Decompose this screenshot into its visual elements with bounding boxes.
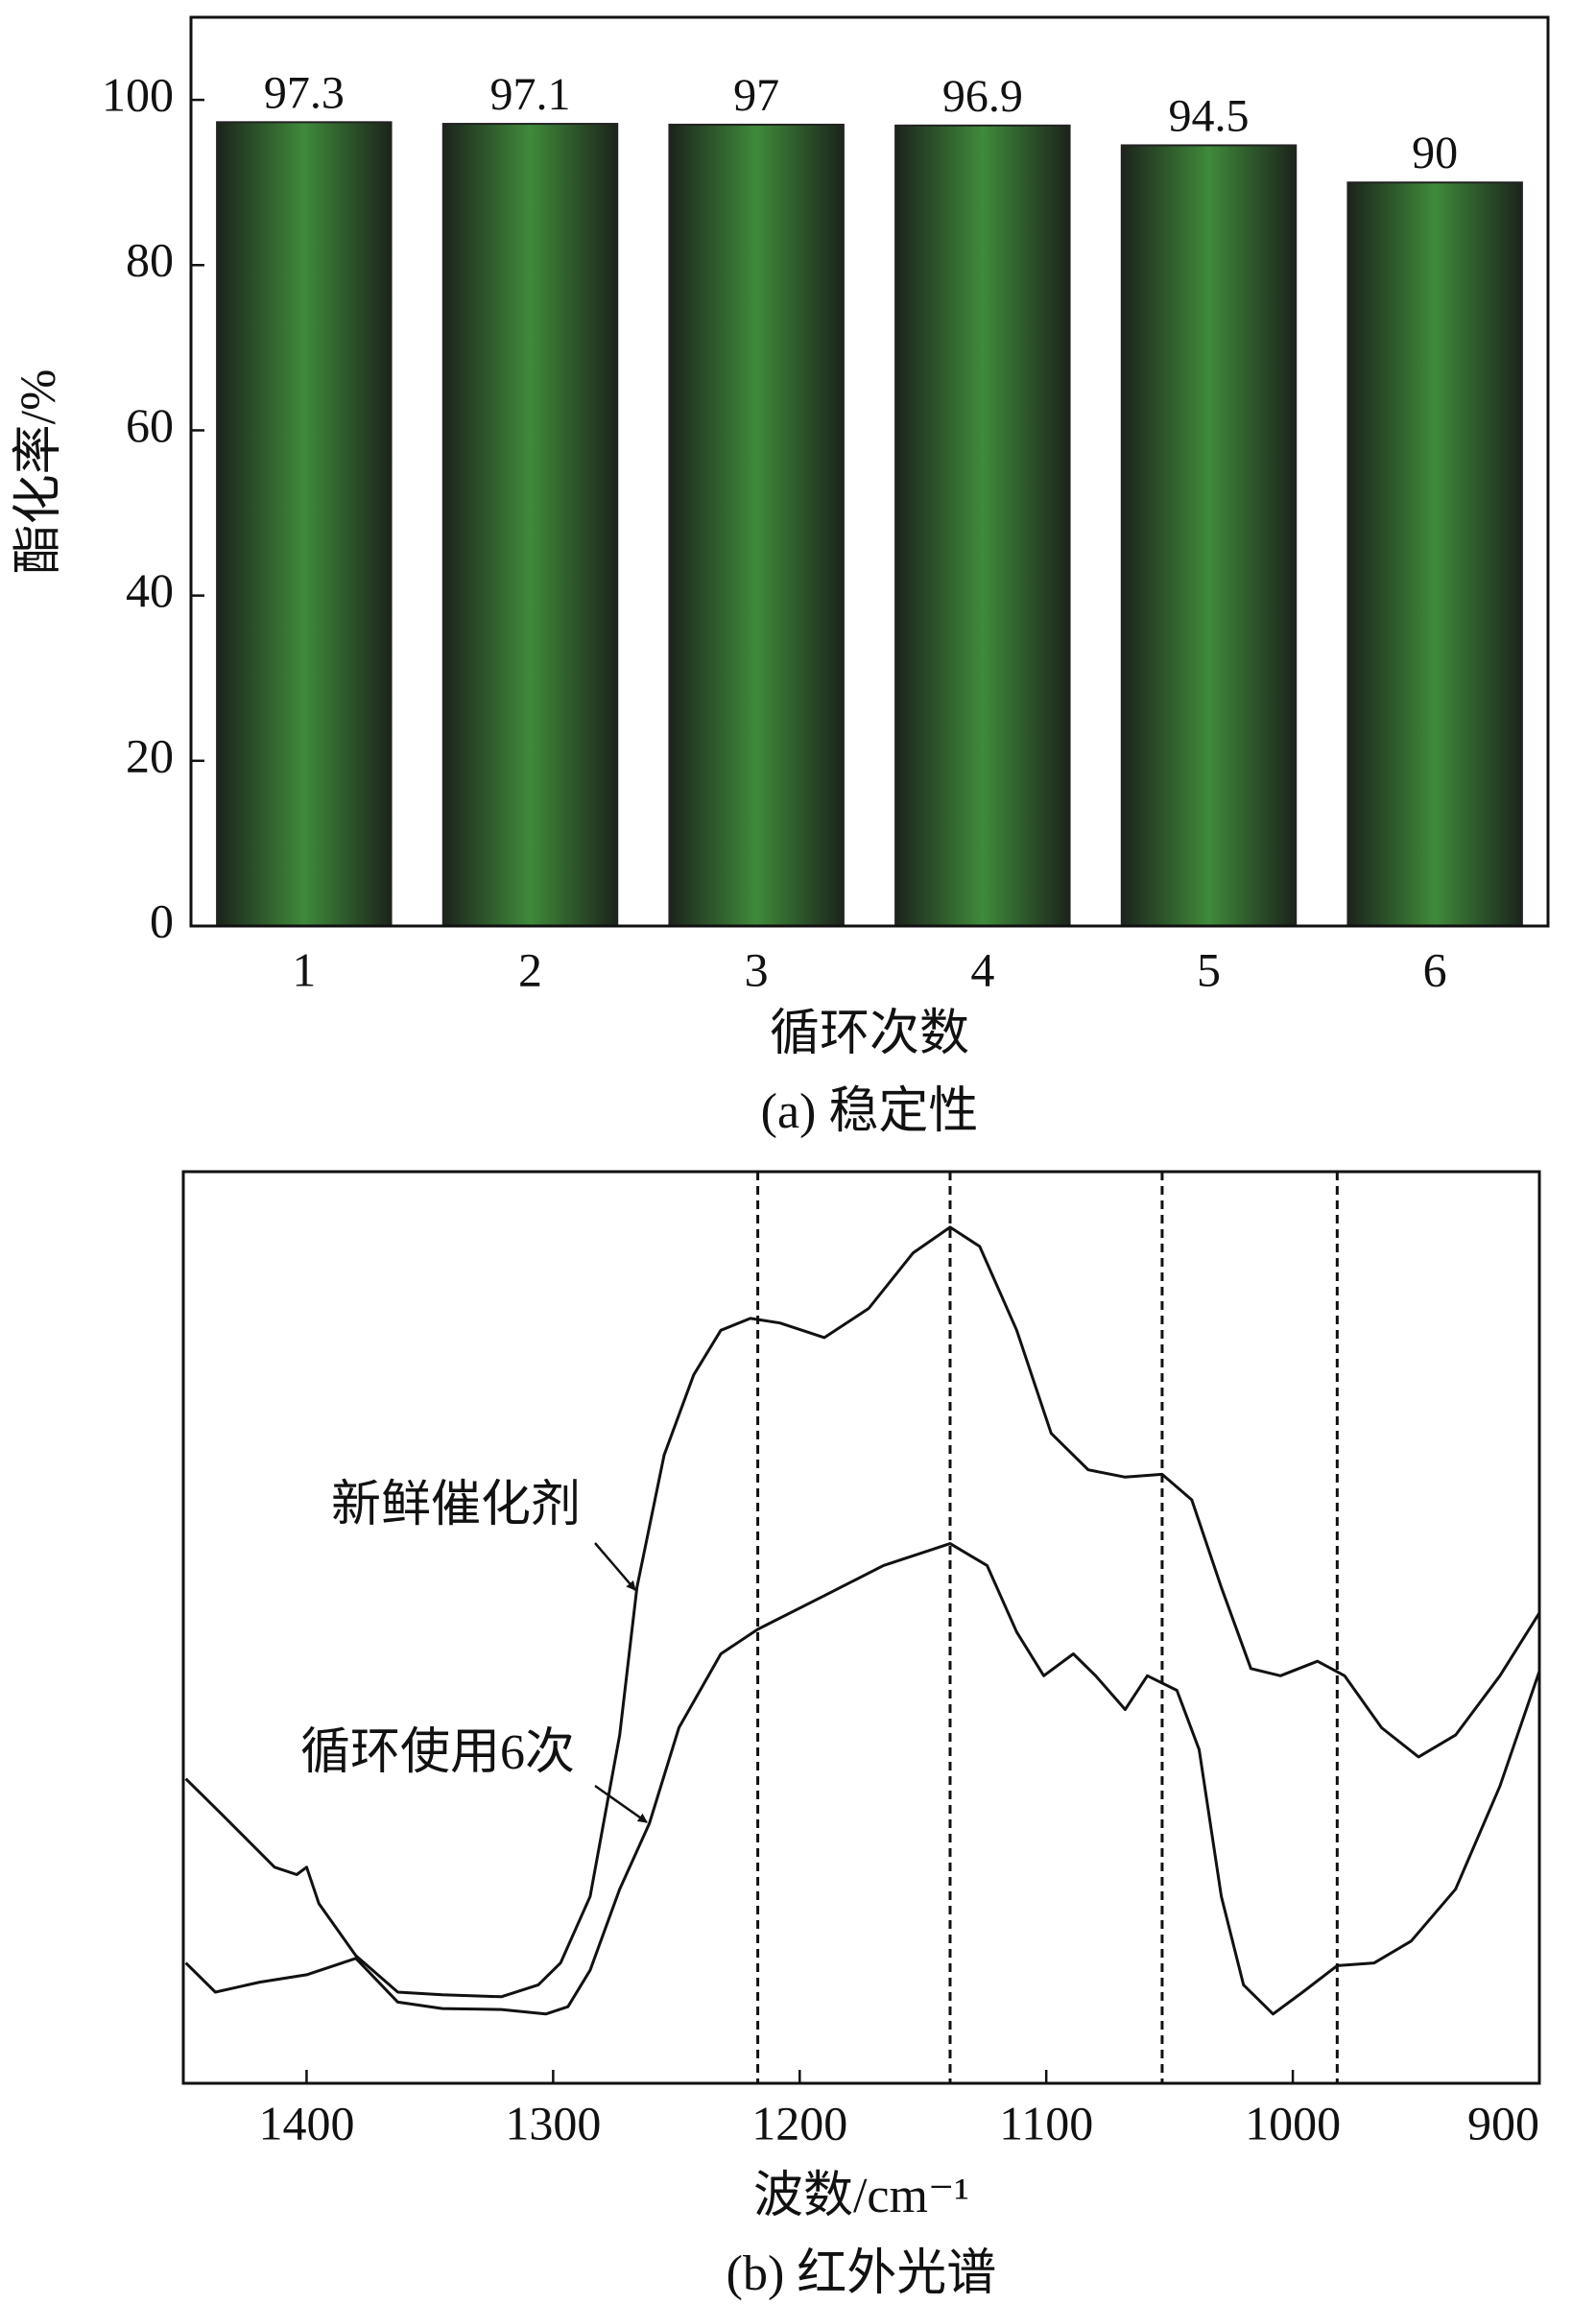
y-tick-label: 0: [150, 893, 174, 947]
spectrum-line: [184, 1542, 1541, 2016]
caption: (b) 红外光谱: [727, 2246, 997, 2301]
value-label: 97.1: [490, 69, 571, 120]
caption: (a) 稳定性: [761, 1084, 979, 1139]
y-tick-label: 20: [126, 728, 174, 782]
y-axis-label: 酯化率/%: [12, 369, 66, 575]
x-tick-label: 1000: [1245, 2096, 1341, 2150]
value-label: 97.3: [264, 67, 345, 118]
label-arrow: [594, 1784, 648, 1824]
y-tick-label: 60: [126, 398, 174, 452]
x-tick-label: 1100: [999, 2096, 1093, 2150]
value-label: 96.9: [942, 71, 1023, 122]
x-tick-label: 4: [970, 942, 994, 996]
y-tick-label: 80: [126, 233, 174, 287]
y-tick-label: 40: [126, 563, 174, 617]
x-tick-label: 5: [1197, 942, 1221, 996]
x-tick-label: 2: [518, 942, 542, 996]
series-label: 新鲜催化剂: [331, 1478, 581, 1532]
x-axis-label: 循环次数: [770, 1007, 969, 1061]
value-label: 97: [733, 70, 779, 121]
x-tick-label: 900: [1467, 2096, 1539, 2150]
x-tick-label: 1300: [505, 2096, 601, 2150]
bar: [668, 123, 845, 928]
x-tick-label: 1400: [258, 2096, 354, 2150]
bar: [441, 123, 619, 928]
y-tick-label: 100: [102, 68, 174, 122]
x-tick-label: 3: [745, 942, 769, 996]
label-arrow: [594, 1542, 636, 1591]
x-axis-label: 波数/cm⁻¹: [753, 2169, 969, 2223]
plot-frame: [181, 1170, 1541, 2085]
series-label: 循环使用6次: [300, 1725, 575, 1780]
plot-frame: [189, 15, 1550, 928]
x-tick-label: 1: [292, 942, 316, 996]
bar: [894, 124, 1071, 927]
x-tick-label: 1200: [751, 2096, 847, 2150]
value-label: 94.5: [1169, 90, 1250, 141]
x-tick-label: 6: [1423, 942, 1447, 996]
bar: [1346, 181, 1523, 927]
bar: [1120, 144, 1298, 927]
value-label: 90: [1412, 128, 1458, 178]
spectrum-line: [184, 1225, 1541, 1999]
bar: [216, 121, 393, 928]
